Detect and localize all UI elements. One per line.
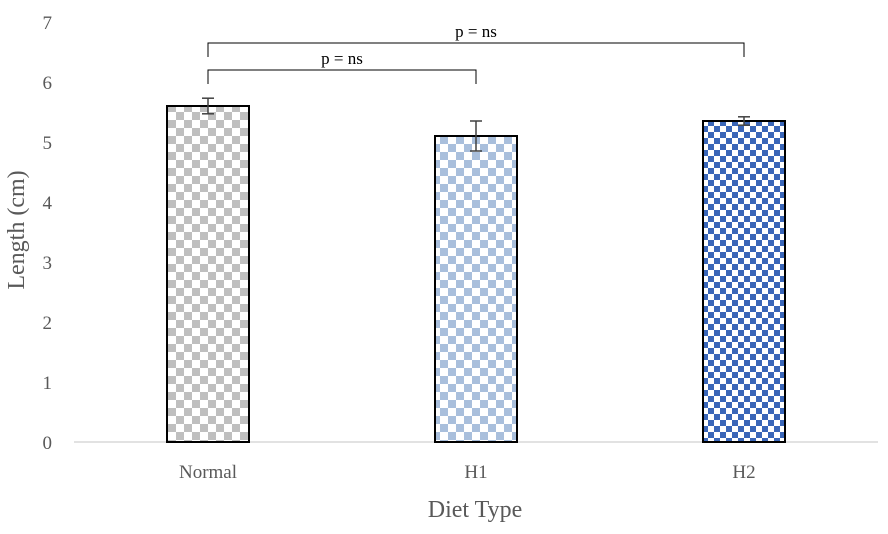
x-tick-label-h1: H1 xyxy=(464,462,487,483)
y-axis-title: Length (cm) xyxy=(4,170,30,289)
bar-h2 xyxy=(702,120,786,443)
significance-label-2: p = ns xyxy=(455,22,497,41)
bar-normal xyxy=(166,105,250,443)
significance-label-1: p = ns xyxy=(321,49,363,68)
y-tick-label: 4 xyxy=(43,193,53,214)
significance-bracket-1 xyxy=(207,69,477,84)
y-axis-ticks: 0 1 2 3 4 5 6 7 xyxy=(43,13,53,454)
bar-h1 xyxy=(434,135,518,443)
x-axis-ticks: Normal H1 H2 xyxy=(179,462,756,483)
error-bar-h2 xyxy=(738,116,750,126)
x-tick-label-normal: Normal xyxy=(179,462,237,483)
y-tick-label: 6 xyxy=(43,73,53,94)
y-tick-label: 7 xyxy=(43,13,53,34)
y-tick-label: 5 xyxy=(43,133,53,154)
x-axis-title: Diet Type xyxy=(428,497,523,523)
error-bar-normal xyxy=(202,97,214,115)
y-tick-label: 0 xyxy=(43,433,53,454)
y-tick-label: 2 xyxy=(43,313,53,334)
y-tick-label: 1 xyxy=(43,373,53,394)
bars xyxy=(166,105,786,443)
significance-bracket-2 xyxy=(207,42,745,57)
error-bars xyxy=(202,97,750,152)
x-tick-label-h2: H2 xyxy=(732,462,755,483)
significance-annotations: p = ns p = ns xyxy=(207,22,745,84)
y-tick-label: 3 xyxy=(43,253,53,274)
error-bar-h1 xyxy=(470,120,482,152)
